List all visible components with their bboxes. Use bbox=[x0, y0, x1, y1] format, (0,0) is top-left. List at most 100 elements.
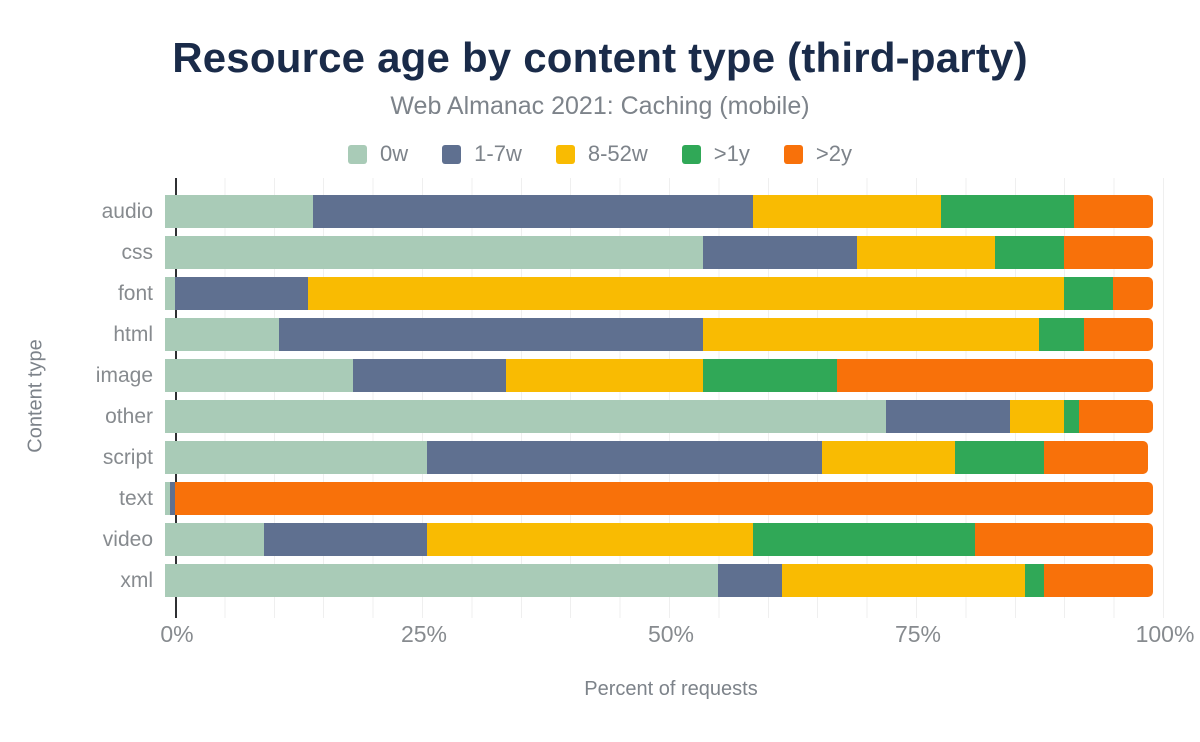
bar-segment-0w-html[interactable] bbox=[165, 318, 279, 351]
bar-segment-0w-font[interactable] bbox=[165, 277, 175, 310]
bar-segment->1y-xml[interactable] bbox=[1024, 564, 1045, 597]
row-label-font: font bbox=[117, 281, 153, 305]
bar-segment-1-7w-css[interactable] bbox=[703, 236, 857, 269]
bar-track-xml bbox=[165, 564, 1153, 597]
bar-row-xml: xml bbox=[0, 560, 1200, 601]
legend-label: 0w bbox=[380, 141, 409, 166]
bar-segment->1y-font[interactable] bbox=[1064, 277, 1114, 310]
x-axis-title: Percent of requests bbox=[584, 678, 758, 700]
bar-track-other bbox=[165, 400, 1153, 433]
bar-segment-1-7w-xml[interactable] bbox=[718, 564, 783, 597]
chart-area: Content type audio css font html image other s… bbox=[0, 178, 1200, 701]
row-label-audio: audio bbox=[101, 199, 153, 223]
bar-segment->2y-html[interactable] bbox=[1083, 318, 1153, 351]
bar-segment-1-7w-html[interactable] bbox=[278, 318, 704, 351]
bar-segment-1-7w-text[interactable] bbox=[169, 482, 175, 515]
x-tick-label-0: 0% bbox=[160, 621, 194, 647]
row-label-css: css bbox=[121, 240, 154, 264]
bar-segment-8-52w-other[interactable] bbox=[1009, 400, 1065, 433]
bar-row-audio: audio bbox=[0, 191, 1200, 232]
x-tick-label-25: 25% bbox=[400, 621, 448, 647]
bar-segment->1y-video[interactable] bbox=[752, 523, 976, 556]
bar-segment->1y-html[interactable] bbox=[1039, 318, 1084, 351]
bar-row-video: video bbox=[0, 519, 1200, 560]
row-label-script: script bbox=[102, 445, 153, 469]
bar-segment-8-52w-css[interactable] bbox=[856, 236, 995, 269]
bar-track-css bbox=[165, 236, 1153, 269]
bar-segment->2y-image[interactable] bbox=[836, 359, 1153, 392]
chart-figure: Resource age by content type (third-part… bbox=[0, 34, 1200, 701]
legend: 0w 1-7w 8-52w >1y >2y bbox=[0, 141, 1200, 167]
bar-segment-1-7w-video[interactable] bbox=[263, 523, 427, 556]
row-label-image: image bbox=[95, 363, 153, 387]
legend-label: 1-7w bbox=[474, 141, 522, 166]
row-label-html: html bbox=[113, 322, 153, 346]
bar-segment-1-7w-other[interactable] bbox=[886, 400, 1010, 433]
bar-track-video bbox=[165, 523, 1153, 556]
bar-segment-8-52w-html[interactable] bbox=[703, 318, 1040, 351]
bar-segment-8-52w-audio[interactable] bbox=[752, 195, 941, 228]
legend-item->1y: >1y bbox=[681, 141, 750, 167]
bar-segment-8-52w-xml[interactable] bbox=[782, 564, 1025, 597]
row-label-video: video bbox=[102, 527, 153, 551]
x-tick-label-100: 100% bbox=[1135, 621, 1195, 647]
row-label-text: text bbox=[119, 486, 153, 510]
row-label-other: other bbox=[105, 404, 153, 428]
bar-segment->2y-font[interactable] bbox=[1113, 277, 1153, 310]
bar-segment->2y-css[interactable] bbox=[1064, 236, 1153, 269]
bar-segment-0w-css[interactable] bbox=[165, 236, 704, 269]
bar-row-script: script bbox=[0, 437, 1200, 478]
bar-row-html: html bbox=[0, 314, 1200, 355]
bar-segment-0w-script[interactable] bbox=[165, 441, 427, 474]
bar-segment->1y-image[interactable] bbox=[703, 359, 837, 392]
legend-label: >1y bbox=[713, 141, 750, 166]
bar-track-audio bbox=[165, 195, 1153, 228]
bar-segment->1y-other[interactable] bbox=[1064, 400, 1079, 433]
bar-row-css: css bbox=[0, 232, 1200, 273]
bar-row-image: image bbox=[0, 355, 1200, 396]
x-tick-label-50: 50% bbox=[647, 621, 695, 647]
legend-swatch-icon bbox=[348, 144, 368, 164]
bar-row-text: text bbox=[0, 478, 1200, 519]
legend-swatch-icon bbox=[681, 144, 701, 164]
bar-segment-1-7w-script[interactable] bbox=[426, 441, 822, 474]
bar-segment-8-52w-image[interactable] bbox=[505, 359, 704, 392]
legend-label: >2y bbox=[815, 141, 852, 166]
legend-swatch-icon bbox=[442, 144, 462, 164]
bar-segment-1-7w-font[interactable] bbox=[174, 277, 309, 310]
bar-segment-8-52w-script[interactable] bbox=[822, 441, 956, 474]
bar-segment->2y-video[interactable] bbox=[975, 523, 1153, 556]
bar-segment-0w-xml[interactable] bbox=[165, 564, 719, 597]
plot-area: Content type audio css font html image other s… bbox=[0, 178, 1200, 618]
bar-segment-0w-other[interactable] bbox=[165, 400, 887, 433]
bar-segment-8-52w-font[interactable] bbox=[308, 277, 1065, 310]
bar-segment->2y-audio[interactable] bbox=[1073, 195, 1153, 228]
bar-segment-1-7w-image[interactable] bbox=[352, 359, 506, 392]
bar-segment-0w-audio[interactable] bbox=[165, 195, 314, 228]
bar-segment-0w-text[interactable] bbox=[165, 482, 170, 515]
bar-segment->2y-other[interactable] bbox=[1078, 400, 1153, 433]
bar-segment->1y-audio[interactable] bbox=[940, 195, 1074, 228]
legend-item->2y: >2y bbox=[783, 141, 852, 167]
bar-segment->2y-script[interactable] bbox=[1044, 441, 1149, 474]
x-axis-tick-labels: 0% 25% 50% 75% 100% bbox=[160, 621, 1194, 648]
bar-track-image bbox=[165, 359, 1153, 392]
bar-segment-0w-video[interactable] bbox=[165, 523, 264, 556]
legend-item-0w: 0w bbox=[348, 141, 408, 167]
bar-segment-0w-image[interactable] bbox=[165, 359, 353, 392]
bar-track-text bbox=[165, 482, 1153, 515]
bar-segment-8-52w-video[interactable] bbox=[426, 523, 753, 556]
chart-title: Resource age by content type (third-part… bbox=[172, 34, 1028, 81]
chart-subtitle: Web Almanac 2021: Caching (mobile) bbox=[390, 92, 810, 120]
bar-segment-1-7w-audio[interactable] bbox=[313, 195, 753, 228]
bar-track-script bbox=[165, 441, 1153, 474]
legend-item-1-7w: 1-7w bbox=[442, 141, 522, 167]
bar-segment->1y-css[interactable] bbox=[994, 236, 1065, 269]
legend-item-8-52w: 8-52w bbox=[555, 141, 648, 167]
bar-segment->1y-script[interactable] bbox=[955, 441, 1045, 474]
bar-segment->2y-xml[interactable] bbox=[1044, 564, 1153, 597]
legend-label: 8-52w bbox=[587, 141, 648, 166]
bar-segment->2y-text[interactable] bbox=[174, 482, 1153, 515]
bar-row-other: other bbox=[0, 396, 1200, 437]
x-tick-label-75: 75% bbox=[894, 621, 942, 647]
